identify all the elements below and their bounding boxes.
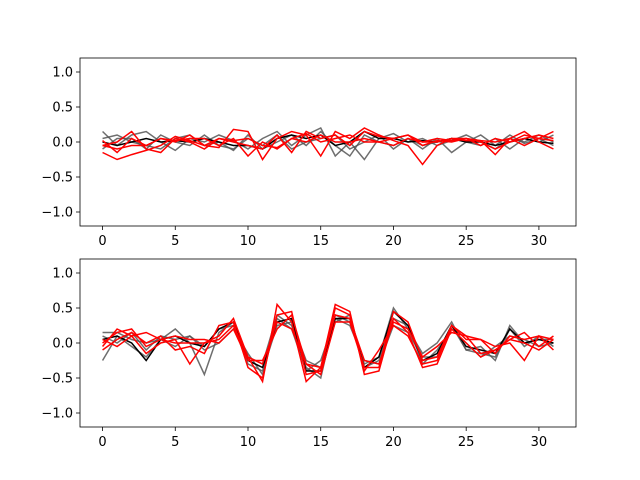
x-tick-label: 20 (385, 234, 402, 249)
x-tick-label: 20 (385, 435, 402, 450)
y-tick-label: 1.0 (52, 267, 73, 282)
y-tick-label: −1.0 (41, 206, 73, 221)
x-tick-label: 30 (531, 234, 548, 249)
x-tick-label: 0 (98, 234, 106, 249)
bottom-subplot: 0 5 10 15 20 25 30 −1.0 −0.5 0.0 0.5 1.0 (41, 258, 577, 450)
series-line-7 (102, 310, 554, 376)
x-tick-label: 30 (531, 435, 548, 450)
x-tick-label: 10 (240, 435, 257, 450)
y-tick-label: −0.5 (41, 372, 73, 387)
y-tick-label: 1.0 (52, 66, 73, 81)
series-line-7 (102, 130, 554, 150)
y-tick-label: 0.5 (52, 302, 73, 317)
x-tick-label: 25 (458, 234, 475, 249)
series-line-5 (102, 130, 554, 154)
x-tick-label: 0 (98, 435, 106, 450)
x-tick-label: 5 (171, 435, 179, 450)
x-tick-label: 10 (240, 234, 257, 249)
x-tick-label: 15 (312, 435, 329, 450)
y-tick-label: −1.0 (41, 407, 73, 422)
top-subplot: 0 5 10 15 20 25 30 −1.0 −0.5 0.0 0.5 1.0 (41, 57, 577, 249)
series-group (102, 127, 554, 166)
y-tick-label: −0.5 (41, 171, 73, 186)
series-line-6 (102, 314, 554, 369)
y-tick-label: 0.5 (52, 101, 73, 116)
x-tick-label: 25 (458, 435, 475, 450)
x-tick-label: 5 (171, 234, 179, 249)
y-tick-label: 0.0 (52, 136, 73, 151)
y-tick-label: 0.0 (52, 337, 73, 352)
x-tick-label: 15 (312, 234, 329, 249)
series-group (101, 302, 554, 384)
